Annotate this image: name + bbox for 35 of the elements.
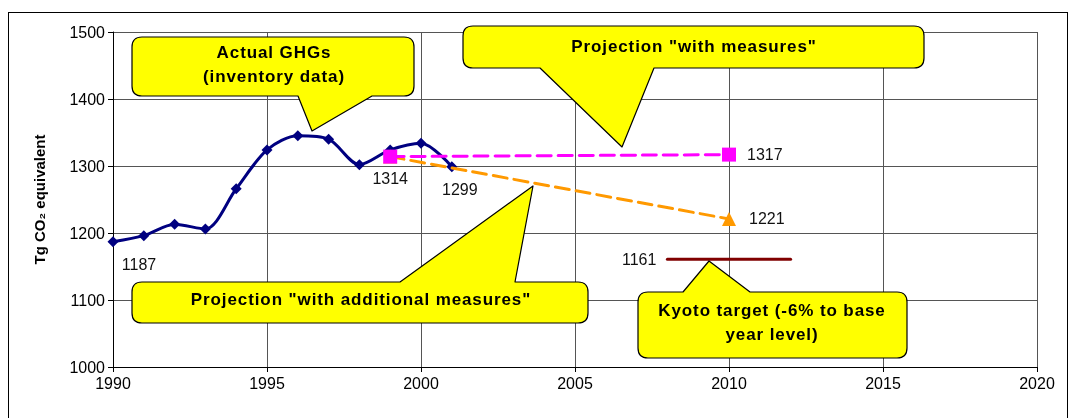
y-tick-label: 1100 <box>70 291 106 309</box>
y-axis-title: Tg CO₂ equivalent <box>31 134 48 265</box>
point <box>323 133 335 145</box>
point <box>230 183 242 195</box>
point <box>138 230 150 242</box>
point <box>199 223 211 235</box>
data-label: 1317 <box>747 146 783 164</box>
point <box>169 218 181 230</box>
point <box>415 137 427 149</box>
point <box>107 236 119 248</box>
annotation: Actual GHGs (inventory data) <box>202 42 346 88</box>
annotation: Projection "with additional measures" <box>189 289 533 311</box>
point <box>261 144 273 156</box>
data-label: 1187 <box>121 255 157 273</box>
y-tick-label: 1500 <box>69 23 106 41</box>
x-tick-label: 2020 <box>1019 374 1055 392</box>
x-tick-label: 2005 <box>557 374 593 392</box>
x-tick-label: 1995 <box>249 374 285 392</box>
x-tick-label: 2010 <box>711 374 747 392</box>
annotation: Kyoto target (-6% to base year level) <box>657 300 887 346</box>
data-label: 1161 <box>621 250 657 268</box>
y-tick-label: 1000 <box>69 358 106 376</box>
point <box>292 130 304 142</box>
y-tick-label: 1400 <box>69 90 106 108</box>
point <box>353 159 365 171</box>
x-tick-label: 2000 <box>403 374 439 392</box>
x-tick-label: 2015 <box>865 374 901 392</box>
data-label: 1221 <box>749 210 785 228</box>
data-label: 1299 <box>442 180 478 198</box>
y-tick-label: 1200 <box>69 224 106 242</box>
y-tick-label: 1300 <box>69 157 106 175</box>
annotation: Projection "with measures" <box>570 36 818 58</box>
point <box>722 147 736 162</box>
x-tick-label: 1990 <box>95 374 131 392</box>
data-label: 1314 <box>372 170 409 188</box>
